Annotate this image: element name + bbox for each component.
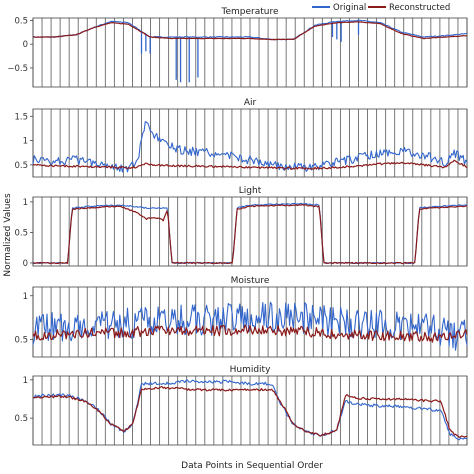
series-reconstructed-light [32, 203, 468, 265]
panel-title: Moisture [231, 276, 270, 286]
panel-light: Light 1 0.5 0 [14, 186, 468, 269]
y-tick-label: −0.5 [7, 64, 28, 74]
panel-title: Humidity [230, 365, 271, 375]
y-tick-label: 0.5 [14, 161, 28, 171]
y-tick-label: 1 [23, 292, 28, 302]
legend-label-reconstructed: Reconstructed [389, 3, 450, 13]
y-tick-label: 0.5 [14, 336, 28, 346]
panel-moisture: Moisture 1 0.5 [14, 276, 468, 358]
y-tick-label: 1.5 [14, 112, 28, 122]
y-tick-label: 0.5 [14, 16, 28, 26]
series-reconstructed-air [32, 159, 468, 170]
panel-frame [32, 196, 468, 267]
x-axis-label: Data Points in Sequential Order [181, 461, 323, 471]
y-tick-label: 0 [23, 259, 28, 269]
panel-frame [32, 375, 468, 446]
legend: Original Reconstructed [312, 3, 450, 13]
panel-frame [32, 108, 468, 178]
series-original-temperature [32, 19, 468, 41]
series-reconstructed-moisture [32, 324, 468, 343]
series-original-light [32, 202, 468, 265]
panel-frame [32, 286, 468, 358]
y-tick-label: 0.5 [14, 414, 28, 424]
y-tick-label: 1 [23, 137, 28, 147]
legend-label-original: Original [333, 3, 366, 13]
series-original-moisture [32, 301, 468, 351]
series-reconstructed-humidity [32, 385, 468, 438]
y-axis-label: Normalized Values [3, 193, 13, 277]
series-original-humidity [32, 379, 468, 441]
panel-title: Air [244, 98, 257, 108]
series-reconstructed-temperature [32, 21, 468, 41]
panel-title: Light [239, 186, 262, 196]
panel-humidity: Humidity 1 0.5 [14, 365, 468, 446]
y-tick-label: 0 [23, 40, 28, 50]
y-tick-label: 1 [23, 198, 28, 208]
panel-frame [32, 17, 468, 88]
panel-temperature: Temperature 0.5 0 −0.5 [7, 7, 468, 88]
y-tick-label: 1 [23, 376, 28, 386]
panel-title: Temperature [220, 7, 278, 17]
y-tick-label: 0.5 [14, 228, 28, 238]
subplot-panels: Temperature 0.5 0 −0.5 Air 1.5 1 0.5 Light 1 0.5 0 M… [7, 7, 468, 446]
panel-air: Air 1.5 1 0.5 [14, 98, 468, 178]
